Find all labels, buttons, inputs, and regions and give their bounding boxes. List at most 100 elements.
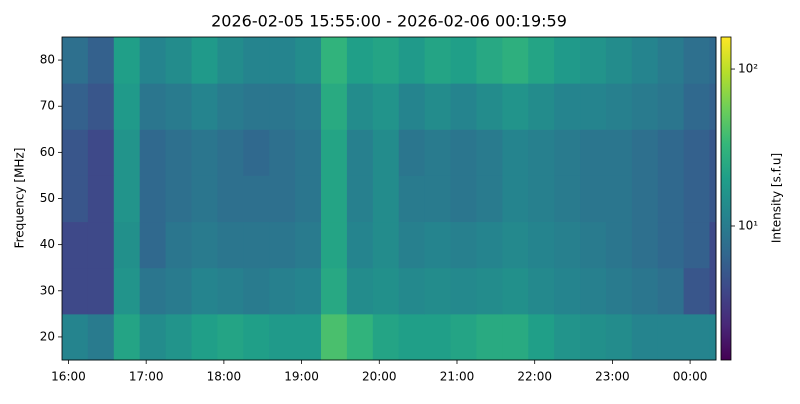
x-tick-label: 21:00 [440,370,475,384]
heatmap-cell [165,313,193,361]
heatmap-cell [269,37,296,84]
heatmap-cell [605,267,633,315]
x-tick-label: 16:00 [51,370,86,384]
heatmap-cell [554,267,581,315]
y-tick-label: 30 [40,283,55,297]
heatmap-cell [476,83,503,130]
heatmap-cell [346,313,374,361]
heatmap-cell [424,313,452,361]
heatmap-cell [476,129,503,176]
x-tick-label: 18:00 [207,370,242,384]
heatmap-cell [631,83,659,130]
heatmap-cell [683,83,711,130]
heatmap-cell [321,267,348,315]
heatmap-cell [683,267,711,315]
heatmap-cell [528,37,555,84]
heatmap-cell [87,129,115,176]
x-tick-label: 23:00 [595,370,630,384]
heatmap-cell [424,267,452,315]
heatmap-cell [709,175,717,223]
heatmap-cell [657,83,685,130]
heatmap-cell [631,313,659,361]
heatmap-cell [554,83,581,130]
x-tick-label: 22:00 [517,370,552,384]
heatmap-cell [372,83,400,130]
heatmap-cell [62,37,89,84]
heatmap-cell [217,37,244,84]
heatmap-cell [709,267,717,315]
heatmap-cell [295,175,322,223]
heatmap-cell [554,313,581,361]
heatmap-cell [398,175,426,223]
heatmap-cell [554,37,581,84]
heatmap-cell [87,313,115,361]
heatmap-cell [165,129,193,176]
heatmap-cell [113,129,141,176]
heatmap-cell [631,221,659,269]
heatmap-cell [476,267,503,315]
heatmap-cell [62,313,89,361]
heatmap-cell [580,129,607,176]
heatmap-cell [476,221,503,269]
y-tick-label: 60 [40,145,55,159]
heatmap-cell [424,37,452,84]
heatmap-cell [217,129,244,176]
heatmap-cell [295,221,322,269]
y-tick-label: 70 [40,99,55,113]
heatmap-cell [191,267,218,315]
heatmap-cell [424,175,452,223]
heatmap-cell [87,175,115,223]
heatmap-cell [372,37,400,84]
heatmap-cell [165,83,193,130]
heatmap-cell [165,221,193,269]
heatmap-cell [502,175,529,223]
heatmap-cell [605,83,633,130]
heatmap-cell [62,267,89,315]
heatmap-cell [165,37,193,84]
heatmap-cell [243,313,270,361]
heatmap-cell [502,221,529,269]
heatmap-cell [580,175,607,223]
heatmap-cell [554,175,581,223]
colorbar-frame [720,36,732,361]
heatmap-cell [450,129,477,176]
heatmap-cell [398,267,426,315]
heatmap-cell [372,221,400,269]
heatmap-cell [709,313,717,361]
heatmap-cell [502,129,529,176]
y-tick-label: 40 [40,237,55,251]
heatmap-cell [295,129,322,176]
heatmap-cell [424,129,452,176]
colorbar-tick-label: 10¹ [738,218,758,232]
heatmap-cell [113,83,141,130]
heatmap-cell [321,83,348,130]
heatmap-cell [321,313,348,361]
y-tick-label: 20 [40,329,55,343]
heatmap-cell [605,175,633,223]
heatmap-cell [87,221,115,269]
heatmap-cell [295,267,322,315]
heatmap-cell [528,83,555,130]
heatmap-cell [243,83,270,130]
heatmap-cell [580,313,607,361]
heatmap-cell [502,313,529,361]
heatmap-cell [62,129,89,176]
heatmap-cell [657,129,685,176]
heatmap-cell [631,129,659,176]
heatmap-cell [683,175,711,223]
heatmap-cell [269,129,296,176]
heatmap-cell [398,313,426,361]
heatmap-cell [580,221,607,269]
heatmap-cell [424,83,452,130]
y-tick-label: 50 [40,191,55,205]
x-tick-label: 19:00 [284,370,319,384]
heatmap-cell [243,221,270,269]
heatmap-cell [424,221,452,269]
heatmap-cell [554,129,581,176]
heatmap-cell [269,267,296,315]
heatmap-cell [346,129,374,176]
heatmap-cell [113,221,141,269]
heatmap-cell [87,83,115,130]
heatmap-cell [450,37,477,84]
